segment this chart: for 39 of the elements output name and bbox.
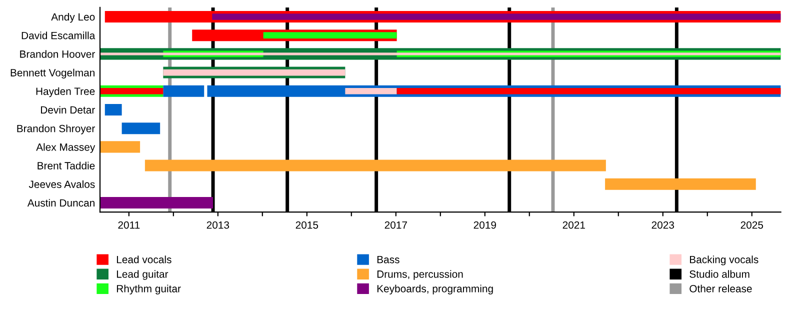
y-tick-label: Brandon Shroyer: [17, 124, 95, 134]
bar: [263, 32, 397, 38]
x-tick-label: 2021: [562, 221, 585, 229]
y-tick-label: Brandon Hoover: [20, 50, 95, 58]
bar: [605, 178, 756, 190]
bar: [100, 141, 140, 153]
y-tick-label: Jeeves Avalos: [28, 180, 95, 188]
legend-label: Other release: [690, 284, 752, 292]
bar: [104, 104, 122, 116]
bar: [345, 88, 397, 94]
bar: [122, 122, 160, 134]
legend-label: Keyboards, programming: [377, 284, 493, 294]
y-tick-label: Hayden Tree: [36, 87, 95, 98]
x-tick-label: 2023: [652, 221, 674, 229]
bar: [163, 69, 346, 76]
legend-label: Studio album: [690, 270, 750, 278]
x-tick-label: 2015: [296, 221, 318, 229]
y-tick-label: Bennett Vogelman: [10, 68, 94, 78]
y-tick-label: Devin Detar: [41, 106, 95, 114]
x-tick-label: 2011: [118, 221, 140, 229]
bar: [163, 85, 204, 97]
x-tick-label: 2013: [206, 221, 230, 229]
legend-label: Rhythm guitar: [116, 284, 181, 294]
x-tick-label: 2025: [740, 221, 764, 229]
bar: [396, 88, 781, 94]
y-tick-label: Alex Massey: [36, 143, 96, 153]
legend-label: Bass: [377, 256, 400, 264]
bar: [100, 88, 164, 94]
bar: [144, 160, 606, 172]
legend-label: Backing vocals: [690, 256, 758, 266]
x-tick-label: 2017: [384, 221, 407, 229]
legend-label: Lead guitar: [116, 270, 168, 280]
y-tick-label: David Escamilla: [22, 32, 96, 40]
legend-label: Lead vocals: [116, 256, 172, 264]
y-tick-label: Andy Leo: [51, 12, 95, 23]
legend-label: Drums, percussion: [377, 270, 463, 280]
y-tick-label: Austin Duncan: [27, 198, 94, 207]
x-tick-label: 2019: [474, 221, 496, 229]
y-tick-label: Brent Taddie: [38, 162, 95, 170]
